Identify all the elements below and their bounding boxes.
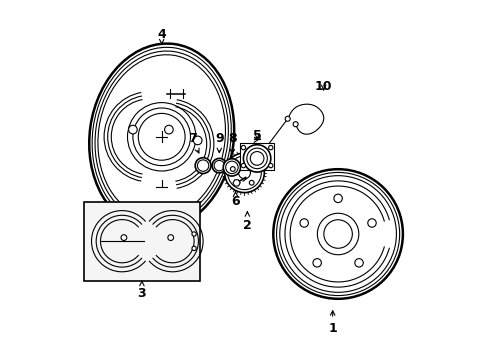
Circle shape (224, 153, 264, 193)
Circle shape (323, 220, 352, 248)
Text: 10: 10 (314, 80, 332, 93)
Circle shape (138, 113, 185, 160)
Circle shape (193, 136, 202, 145)
Circle shape (241, 145, 245, 150)
Circle shape (253, 167, 258, 171)
Circle shape (242, 158, 246, 163)
Circle shape (197, 160, 208, 171)
Text: 3: 3 (137, 281, 146, 300)
Circle shape (268, 163, 272, 168)
Circle shape (250, 152, 264, 165)
Circle shape (246, 148, 267, 169)
Text: 2: 2 (243, 212, 251, 231)
Circle shape (212, 158, 226, 173)
Circle shape (268, 145, 272, 150)
Circle shape (292, 122, 298, 127)
Circle shape (243, 145, 270, 172)
Circle shape (192, 246, 196, 251)
Circle shape (354, 258, 363, 267)
Circle shape (192, 232, 196, 236)
Circle shape (312, 258, 321, 267)
Bar (239, 143, 274, 170)
Circle shape (238, 167, 250, 179)
Text: 6: 6 (231, 192, 239, 208)
Circle shape (234, 180, 239, 185)
Circle shape (285, 116, 289, 121)
Circle shape (227, 156, 261, 190)
Circle shape (317, 213, 358, 255)
Text: 5: 5 (252, 129, 261, 141)
Polygon shape (232, 180, 240, 186)
Circle shape (299, 219, 308, 227)
Circle shape (121, 235, 126, 240)
Circle shape (333, 194, 342, 203)
Circle shape (276, 172, 399, 296)
Circle shape (230, 167, 235, 171)
Text: 4: 4 (157, 28, 166, 44)
Circle shape (195, 158, 211, 174)
Text: 8: 8 (228, 132, 237, 154)
Bar (84, 202, 199, 281)
Text: 1: 1 (327, 311, 336, 335)
Circle shape (128, 125, 137, 134)
Circle shape (167, 235, 173, 240)
Circle shape (367, 219, 375, 227)
Circle shape (273, 169, 402, 299)
Circle shape (223, 159, 240, 176)
Circle shape (279, 176, 396, 292)
Circle shape (127, 103, 196, 171)
Circle shape (241, 163, 245, 168)
Circle shape (225, 161, 238, 174)
Text: 9: 9 (215, 132, 223, 153)
Circle shape (164, 125, 173, 134)
Text: 7: 7 (187, 132, 199, 153)
Circle shape (249, 180, 254, 185)
Circle shape (133, 108, 190, 166)
Circle shape (214, 161, 224, 171)
